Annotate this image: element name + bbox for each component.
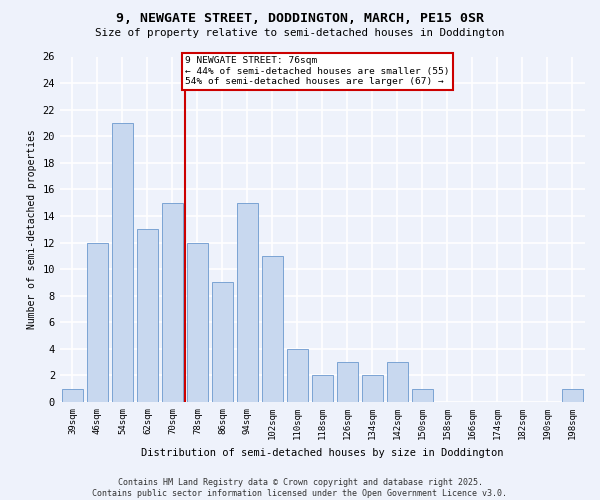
Text: Contains HM Land Registry data © Crown copyright and database right 2025.
Contai: Contains HM Land Registry data © Crown c… bbox=[92, 478, 508, 498]
Bar bbox=[112, 123, 133, 402]
Bar bbox=[387, 362, 408, 402]
X-axis label: Distribution of semi-detached houses by size in Doddington: Distribution of semi-detached houses by … bbox=[141, 448, 504, 458]
Bar bbox=[287, 349, 308, 402]
Bar bbox=[62, 389, 83, 402]
Text: 9, NEWGATE STREET, DODDINGTON, MARCH, PE15 0SR: 9, NEWGATE STREET, DODDINGTON, MARCH, PE… bbox=[116, 12, 484, 26]
Bar bbox=[562, 389, 583, 402]
Bar bbox=[237, 202, 258, 402]
Bar bbox=[412, 389, 433, 402]
Y-axis label: Number of semi-detached properties: Number of semi-detached properties bbox=[27, 130, 37, 329]
Bar bbox=[262, 256, 283, 402]
Text: Size of property relative to semi-detached houses in Doddington: Size of property relative to semi-detach… bbox=[95, 28, 505, 38]
Bar bbox=[162, 202, 183, 402]
Bar bbox=[187, 242, 208, 402]
Bar bbox=[362, 376, 383, 402]
Bar bbox=[87, 242, 108, 402]
Bar bbox=[212, 282, 233, 402]
Bar bbox=[312, 376, 333, 402]
Bar bbox=[137, 230, 158, 402]
Text: 9 NEWGATE STREET: 76sqm
← 44% of semi-detached houses are smaller (55)
54% of se: 9 NEWGATE STREET: 76sqm ← 44% of semi-de… bbox=[185, 56, 449, 86]
Bar bbox=[337, 362, 358, 402]
